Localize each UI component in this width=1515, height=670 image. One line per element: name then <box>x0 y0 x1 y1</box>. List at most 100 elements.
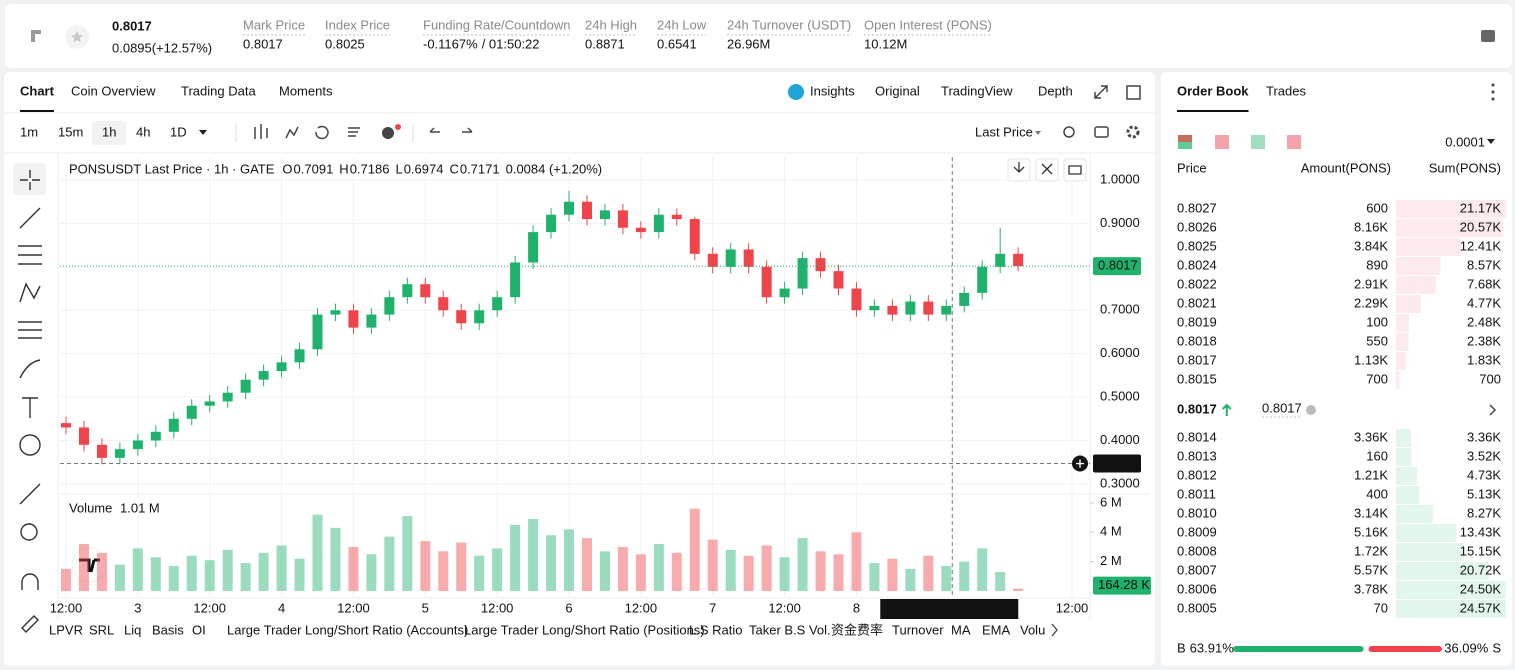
layout-icon[interactable] <box>1215 135 1229 149</box>
volume-bar <box>564 529 575 591</box>
interval[interactable]: 4h <box>136 124 150 139</box>
chart-button-icon <box>1013 162 1025 173</box>
indicator[interactable]: Taker B.S Vol. <box>749 622 831 637</box>
candle-body <box>707 253 718 267</box>
mark-price: 0.8017 <box>1262 400 1302 415</box>
indicator[interactable]: Large Trader Long/Short Ratio (Positions… <box>464 622 705 637</box>
toolbar-icons[interactable] <box>254 124 473 140</box>
window-icon[interactable] <box>1126 85 1141 100</box>
view-tab[interactable]: Original <box>875 83 920 98</box>
menu-icon[interactable] <box>1481 30 1495 42</box>
indicator-icon[interactable] <box>382 127 394 139</box>
indicator[interactable]: MA <box>951 622 971 637</box>
layout-icon[interactable] <box>1178 135 1192 142</box>
tab[interactable]: Moments <box>279 83 333 98</box>
ob-price[interactable]: 0.8007 <box>1177 562 1217 577</box>
ob-price[interactable]: 0.8018 <box>1177 333 1217 348</box>
dropdown-arrow[interactable] <box>1487 139 1495 144</box>
settings-icon[interactable] <box>1126 125 1140 139</box>
indicator[interactable]: L.S Ratio <box>689 622 742 637</box>
indicator[interactable]: OI <box>192 622 206 637</box>
ob-price[interactable]: 0.8019 <box>1177 314 1217 329</box>
indicator[interactable]: Large Trader Long/Short Ratio (Accounts) <box>227 622 468 637</box>
ob-price[interactable]: 0.8012 <box>1177 467 1217 482</box>
ob-price[interactable]: 0.8027 <box>1177 200 1217 215</box>
volume-tick-label: 2 M <box>1100 553 1122 568</box>
precision[interactable]: 0.0001 <box>1445 134 1485 149</box>
layout-icon[interactable] <box>1287 135 1301 149</box>
depth-bar <box>1396 600 1506 618</box>
ob-amount: 160 <box>1366 448 1388 463</box>
ob-price[interactable]: 0.8006 <box>1177 581 1217 596</box>
depth-bar <box>1396 219 1503 237</box>
camera-icon[interactable] <box>1094 126 1109 138</box>
more-dot[interactable] <box>1491 97 1495 101</box>
view-tab[interactable]: TradingView <box>941 83 1013 98</box>
ob-price[interactable]: 0.8008 <box>1177 543 1217 558</box>
ob-amount: 550 <box>1366 333 1388 348</box>
volume-bar <box>959 561 970 591</box>
ob-price[interactable]: 0.8015 <box>1177 371 1217 386</box>
indicator[interactable]: 资金费率 <box>831 622 883 637</box>
indicator[interactable]: SRL <box>89 622 114 637</box>
indicator[interactable]: Basis <box>152 622 184 637</box>
indicator[interactable]: Volu <box>1020 622 1045 637</box>
expand-icon[interactable] <box>1094 85 1108 99</box>
legend-value: 0.6974 <box>404 161 444 176</box>
ob-sum: 4.77K <box>1467 295 1501 310</box>
ob-price[interactable]: 0.8009 <box>1177 524 1217 539</box>
indicator[interactable]: Liq <box>124 622 141 637</box>
more-dot[interactable] <box>1491 90 1495 94</box>
chevron[interactable] <box>1489 404 1497 416</box>
tab[interactable]: Coin Overview <box>71 83 156 98</box>
volume-bar <box>599 551 610 591</box>
interval[interactable]: 1m <box>20 124 38 139</box>
view-tab[interactable]: Insights <box>810 83 855 98</box>
ob-price[interactable]: 0.8024 <box>1177 257 1217 272</box>
layout-icon[interactable] <box>1251 135 1265 149</box>
ob-price[interactable]: 0.8022 <box>1177 276 1217 291</box>
view-tab[interactable]: Depth <box>1038 83 1073 98</box>
volume-bar <box>492 548 503 591</box>
ob-price[interactable]: 0.8026 <box>1177 219 1217 234</box>
ob-price[interactable]: 0.8017 <box>1177 352 1217 367</box>
ob-sum: 20.72K <box>1460 562 1502 577</box>
ob-tab[interactable]: Trades <box>1266 83 1306 98</box>
chevron[interactable] <box>1051 623 1058 637</box>
depth-bar <box>1396 371 1400 389</box>
indicator[interactable]: LPVR <box>49 622 83 637</box>
interval[interactable]: 1D <box>170 124 187 139</box>
tab[interactable]: Trading Data <box>181 83 256 98</box>
volume-bar <box>797 538 808 591</box>
interval[interactable]: 15m <box>58 124 83 139</box>
chart-button[interactable] <box>1063 158 1087 182</box>
volume-bar <box>977 548 988 591</box>
ob-amount: 1.13K <box>1354 352 1388 367</box>
chart-button[interactable] <box>1035 158 1059 182</box>
ob-price[interactable]: 0.8011 <box>1177 486 1216 501</box>
ob-tab[interactable]: Order Book <box>1177 83 1249 98</box>
tab[interactable]: Chart <box>20 83 55 98</box>
ob-price[interactable]: 0.8010 <box>1177 505 1217 520</box>
ob-price[interactable]: 0.8013 <box>1177 448 1217 463</box>
candle-body <box>887 305 898 315</box>
volume-bar <box>114 564 125 591</box>
ob-price[interactable]: 0.8005 <box>1177 600 1217 615</box>
more-dot[interactable] <box>1491 83 1495 87</box>
x-tick-label: 8 <box>853 600 860 615</box>
dropdown-arrow[interactable] <box>199 130 207 135</box>
ob-price[interactable]: 0.8021 <box>1177 295 1217 310</box>
candle-body <box>60 423 71 428</box>
ob-sum: 24.57K <box>1460 600 1502 615</box>
stat-label: 24h Turnover (USDT) <box>727 17 851 32</box>
price-source[interactable]: Last Price <box>975 124 1033 139</box>
candle-body <box>833 271 844 289</box>
ob-price[interactable]: 0.8025 <box>1177 238 1217 253</box>
indicator[interactable]: Turnover <box>892 622 944 637</box>
mid-price: 0.8017 <box>1177 401 1217 416</box>
indicator[interactable]: EMA <box>982 622 1011 637</box>
interval[interactable]: 1h <box>102 124 116 139</box>
ob-price[interactable]: 0.8014 <box>1177 429 1217 444</box>
drawing-tools[interactable] <box>18 170 42 633</box>
search-icon[interactable] <box>1063 126 1075 138</box>
